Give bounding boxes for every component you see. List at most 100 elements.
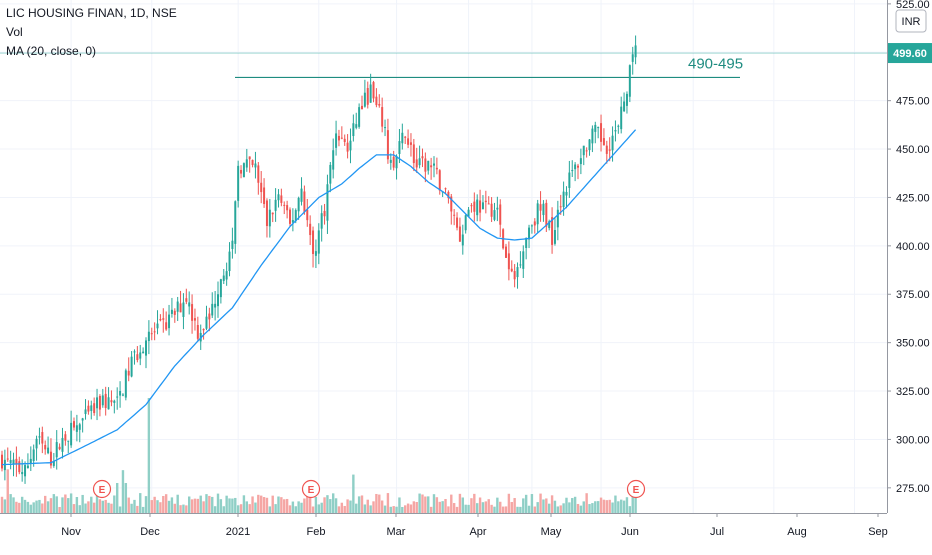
volume-bar: [262, 497, 266, 513]
candle-body: [142, 351, 145, 354]
candle-body: [409, 142, 412, 145]
candle-body: [453, 214, 456, 216]
y-tick-label: 525.00: [896, 0, 930, 11]
volume-bar: [242, 495, 246, 513]
earnings-marker: E: [301, 479, 321, 499]
volume-bar: [277, 496, 280, 513]
candle-body: [384, 127, 387, 129]
candle-body: [145, 340, 147, 356]
y-tick-label: 375.00: [896, 289, 930, 301]
volume-bar: [182, 504, 185, 513]
candle-body: [625, 93, 628, 106]
volume-bar: [3, 499, 7, 513]
x-tick-label: Jul: [710, 526, 724, 538]
volume-bar: [427, 496, 430, 513]
candle-body: [528, 227, 531, 240]
candle-body: [444, 188, 447, 190]
volume-bar: [75, 497, 79, 513]
volume-bar: [565, 497, 568, 513]
volume-bar: [44, 495, 47, 513]
candle-body: [450, 196, 453, 212]
candle-body: [608, 149, 611, 151]
candle-body: [29, 458, 32, 465]
volume-bar: [90, 496, 93, 513]
volume-bar: [150, 500, 153, 513]
candle-body: [329, 164, 332, 184]
volume-bar: [622, 500, 626, 513]
volume-bar: [478, 497, 482, 513]
candle-body: [499, 204, 502, 225]
candle-body: [214, 303, 217, 308]
y-tick-label: 425.00: [896, 192, 930, 204]
legend-title[interactable]: LIC HOUSING FINAN, 1D, NSE: [6, 6, 177, 20]
volume-bar: [49, 498, 53, 513]
candle-body: [565, 191, 568, 196]
candle-body: [588, 139, 591, 151]
candle-body: [415, 159, 418, 168]
volume-bar: [507, 493, 511, 513]
volume-bar: [208, 495, 211, 513]
volume-bar: [401, 506, 404, 513]
candle-body: [153, 331, 156, 333]
volume-bar: [78, 505, 81, 513]
candle-body: [337, 135, 340, 141]
candle-body: [513, 271, 516, 280]
legend-ma[interactable]: MA (20, close, 0): [6, 44, 97, 58]
volume-bar: [389, 506, 392, 513]
volume-bar: [228, 498, 231, 513]
volume-bar: [294, 506, 297, 513]
candle-body: [398, 141, 401, 154]
y-tick-label: 450.00: [896, 144, 930, 156]
volume-bar: [501, 506, 505, 513]
candle-body: [309, 223, 312, 236]
candle-body: [75, 425, 78, 432]
volume-bar: [527, 505, 531, 513]
x-tick-label: Mar: [387, 526, 406, 538]
volume-bar: [196, 498, 200, 513]
candle-body: [41, 432, 44, 444]
volume-bar: [190, 499, 194, 513]
volume-bar: [234, 497, 237, 513]
volume-bar: [164, 494, 168, 513]
currency-box: [895, 9, 927, 33]
candle-body: [12, 459, 15, 464]
candle-body: [193, 318, 196, 321]
volume-bar: [522, 498, 525, 513]
volume-bar: [0, 496, 4, 513]
volume-bar: [625, 497, 629, 513]
candle-body: [90, 405, 93, 411]
volume-bar: [444, 498, 447, 513]
volume-bar: [383, 505, 387, 513]
volume-bar: [32, 502, 35, 513]
volume-bar: [239, 504, 243, 513]
candle-body: [47, 447, 50, 454]
volume-bar: [121, 470, 125, 513]
volume-bar: [519, 506, 522, 513]
candle-body: [237, 165, 240, 201]
candle-body: [274, 199, 277, 211]
volume-bar: [245, 501, 248, 513]
candle-body: [162, 318, 165, 320]
legend-volume[interactable]: Vol: [6, 25, 23, 39]
candle-body: [326, 184, 329, 221]
volume-bar: [153, 496, 156, 513]
candle-body: [196, 325, 199, 339]
candle-body: [507, 253, 510, 270]
y-tick-label: 400.00: [896, 241, 930, 253]
candle-body: [620, 106, 623, 130]
candle-body: [21, 472, 24, 475]
candle-body: [231, 240, 234, 249]
candle-body: [343, 138, 346, 143]
volume-bar: [72, 504, 76, 513]
price-tags: INR 499.60: [888, 9, 932, 64]
x-tick-label: Aug: [787, 526, 807, 538]
volume-bar: [170, 497, 174, 513]
y-tick-label: 300.00: [896, 434, 930, 446]
candle-body: [300, 188, 303, 202]
candle-body: [101, 395, 104, 406]
candle-body: [412, 144, 415, 164]
volume-bar: [38, 499, 41, 513]
